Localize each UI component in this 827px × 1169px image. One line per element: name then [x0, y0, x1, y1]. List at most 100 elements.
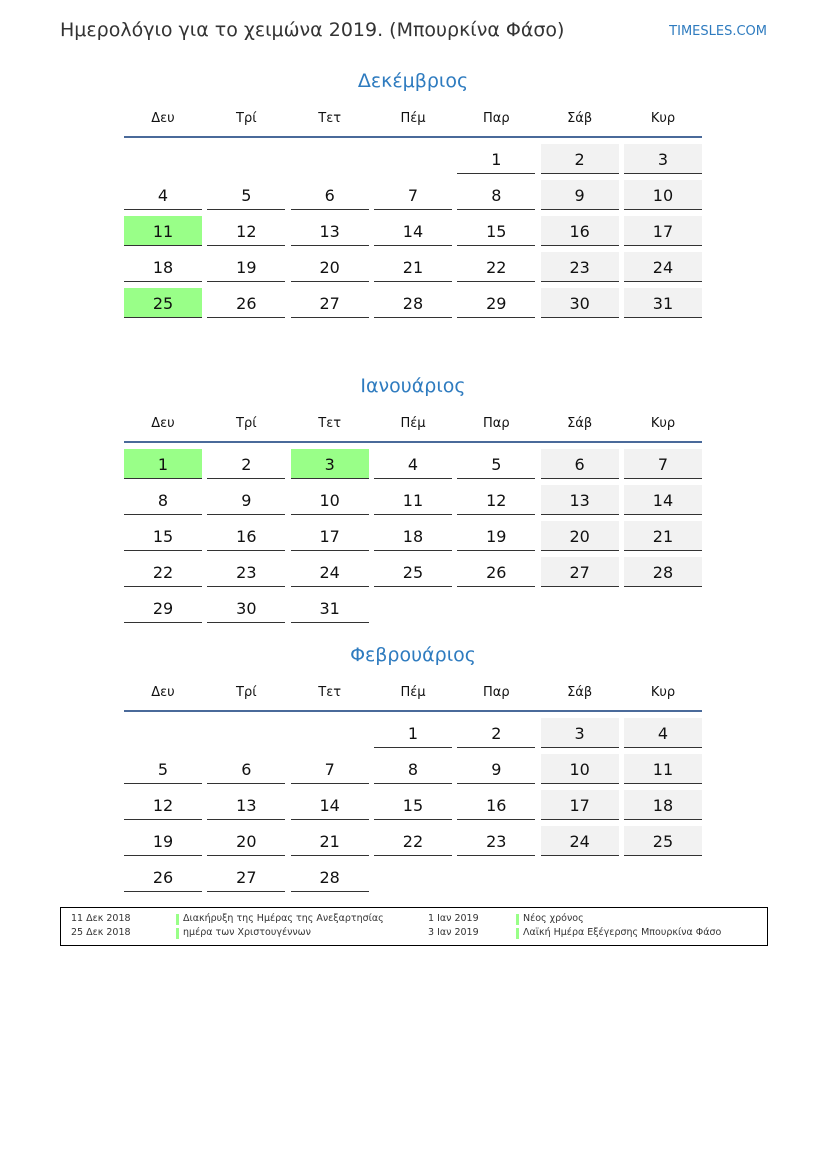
day-cell[interactable]: 21 — [373, 252, 452, 282]
day-cell[interactable]: 19 — [457, 521, 536, 551]
day-cell[interactable]: 13 — [540, 485, 619, 515]
day-cell[interactable]: 15 — [124, 521, 202, 551]
day-cell[interactable]: 15 — [373, 790, 452, 820]
day-cell[interactable]: 22 — [373, 826, 452, 856]
day-cell[interactable]: 20 — [207, 826, 286, 856]
day-cell[interactable]: 17 — [540, 790, 619, 820]
day-cell[interactable]: 10 — [540, 754, 619, 784]
day-cell[interactable]: 12 — [124, 790, 202, 820]
day-cell[interactable]: 18 — [373, 521, 452, 551]
day-cell[interactable]: 16 — [540, 216, 619, 246]
weekday-header: Πέμ — [400, 111, 426, 126]
day-cell[interactable]: 2 — [457, 718, 536, 748]
weekday-header: Δευ — [151, 416, 175, 431]
day-cell[interactable]: 29 — [457, 288, 536, 318]
day-cell[interactable]: 6 — [207, 754, 286, 784]
weekday-header: Τρί — [236, 111, 257, 126]
day-cell[interactable]: 11 — [373, 485, 452, 515]
day-cell[interactable]: 7 — [373, 180, 452, 210]
day-cell[interactable]: 20 — [540, 521, 619, 551]
day-cell[interactable]: 6 — [540, 449, 619, 479]
day-cell[interactable]: 11 — [124, 216, 202, 246]
day-cell[interactable]: 21 — [290, 826, 369, 856]
day-cell[interactable]: 29 — [124, 593, 202, 623]
day-cell[interactable]: 25 — [124, 288, 202, 318]
day-cell[interactable]: 14 — [290, 790, 369, 820]
day-cell[interactable]: 23 — [540, 252, 619, 282]
day-cell[interactable]: 4 — [124, 180, 202, 210]
day-cell[interactable]: 8 — [373, 754, 452, 784]
day-cell[interactable]: 1 — [373, 718, 452, 748]
day-cell[interactable]: 28 — [373, 288, 452, 318]
day-cell[interactable]: 16 — [207, 521, 286, 551]
legend-marker — [176, 928, 179, 939]
day-cell[interactable]: 25 — [373, 557, 452, 587]
day-cell[interactable]: 27 — [290, 288, 369, 318]
day-cell[interactable]: 5 — [457, 449, 536, 479]
day-cell[interactable]: 7 — [623, 449, 702, 479]
day-cell[interactable]: 22 — [124, 557, 202, 587]
day-cell[interactable]: 13 — [207, 790, 286, 820]
day-cell[interactable]: 18 — [124, 252, 202, 282]
day-cell[interactable]: 13 — [290, 216, 369, 246]
day-cell[interactable]: 27 — [540, 557, 619, 587]
day-cell[interactable]: 14 — [623, 485, 702, 515]
legend-marker — [516, 914, 519, 925]
day-cell[interactable]: 28 — [290, 862, 369, 892]
header-divider — [124, 710, 702, 712]
day-cell[interactable]: 8 — [124, 485, 202, 515]
day-cell[interactable]: 15 — [457, 216, 536, 246]
day-cell[interactable]: 20 — [290, 252, 369, 282]
day-cell[interactable]: 17 — [623, 216, 702, 246]
day-cell[interactable]: 14 — [373, 216, 452, 246]
day-cell[interactable]: 27 — [207, 862, 286, 892]
day-cell[interactable]: 2 — [207, 449, 286, 479]
day-cell[interactable]: 12 — [207, 216, 286, 246]
legend-marker — [176, 914, 179, 925]
day-cell[interactable]: 4 — [373, 449, 452, 479]
day-cell[interactable]: 21 — [623, 521, 702, 551]
day-cell[interactable]: 9 — [457, 754, 536, 784]
day-cell[interactable]: 24 — [540, 826, 619, 856]
day-cell[interactable]: 10 — [623, 180, 702, 210]
day-cell[interactable]: 3 — [290, 449, 369, 479]
day-cell[interactable]: 12 — [457, 485, 536, 515]
header-divider — [124, 136, 702, 138]
day-cell[interactable]: 30 — [540, 288, 619, 318]
day-cell[interactable]: 6 — [290, 180, 369, 210]
day-cell[interactable]: 22 — [457, 252, 536, 282]
day-cell[interactable]: 11 — [623, 754, 702, 784]
day-cell[interactable]: 26 — [207, 288, 286, 318]
day-cell[interactable]: 4 — [623, 718, 702, 748]
day-cell[interactable]: 26 — [124, 862, 202, 892]
site-link[interactable]: TIMESLES.COM — [669, 24, 767, 39]
day-cell[interactable]: 1 — [124, 449, 202, 479]
day-cell[interactable]: 19 — [207, 252, 286, 282]
day-cell[interactable]: 5 — [124, 754, 202, 784]
day-cell[interactable]: 23 — [457, 826, 536, 856]
day-cell[interactable]: 2 — [540, 144, 619, 174]
day-cell[interactable]: 10 — [290, 485, 369, 515]
day-cell[interactable]: 17 — [290, 521, 369, 551]
weekday-header: Κυρ — [650, 416, 676, 431]
day-cell[interactable]: 9 — [540, 180, 619, 210]
day-cell[interactable]: 16 — [457, 790, 536, 820]
day-cell[interactable]: 26 — [457, 557, 536, 587]
day-cell[interactable]: 25 — [623, 826, 702, 856]
day-cell[interactable]: 7 — [290, 754, 369, 784]
day-cell[interactable]: 9 — [207, 485, 286, 515]
day-cell[interactable]: 28 — [623, 557, 702, 587]
day-cell[interactable]: 5 — [207, 180, 286, 210]
day-cell[interactable]: 30 — [207, 593, 286, 623]
day-cell[interactable]: 31 — [623, 288, 702, 318]
day-cell[interactable]: 3 — [623, 144, 702, 174]
day-cell[interactable]: 8 — [457, 180, 536, 210]
day-cell[interactable]: 3 — [540, 718, 619, 748]
day-cell[interactable]: 19 — [124, 826, 202, 856]
day-cell[interactable]: 24 — [290, 557, 369, 587]
day-cell[interactable]: 1 — [457, 144, 536, 174]
day-cell[interactable]: 23 — [207, 557, 286, 587]
day-cell[interactable]: 31 — [290, 593, 369, 623]
day-cell[interactable]: 24 — [623, 252, 702, 282]
day-cell[interactable]: 18 — [623, 790, 702, 820]
